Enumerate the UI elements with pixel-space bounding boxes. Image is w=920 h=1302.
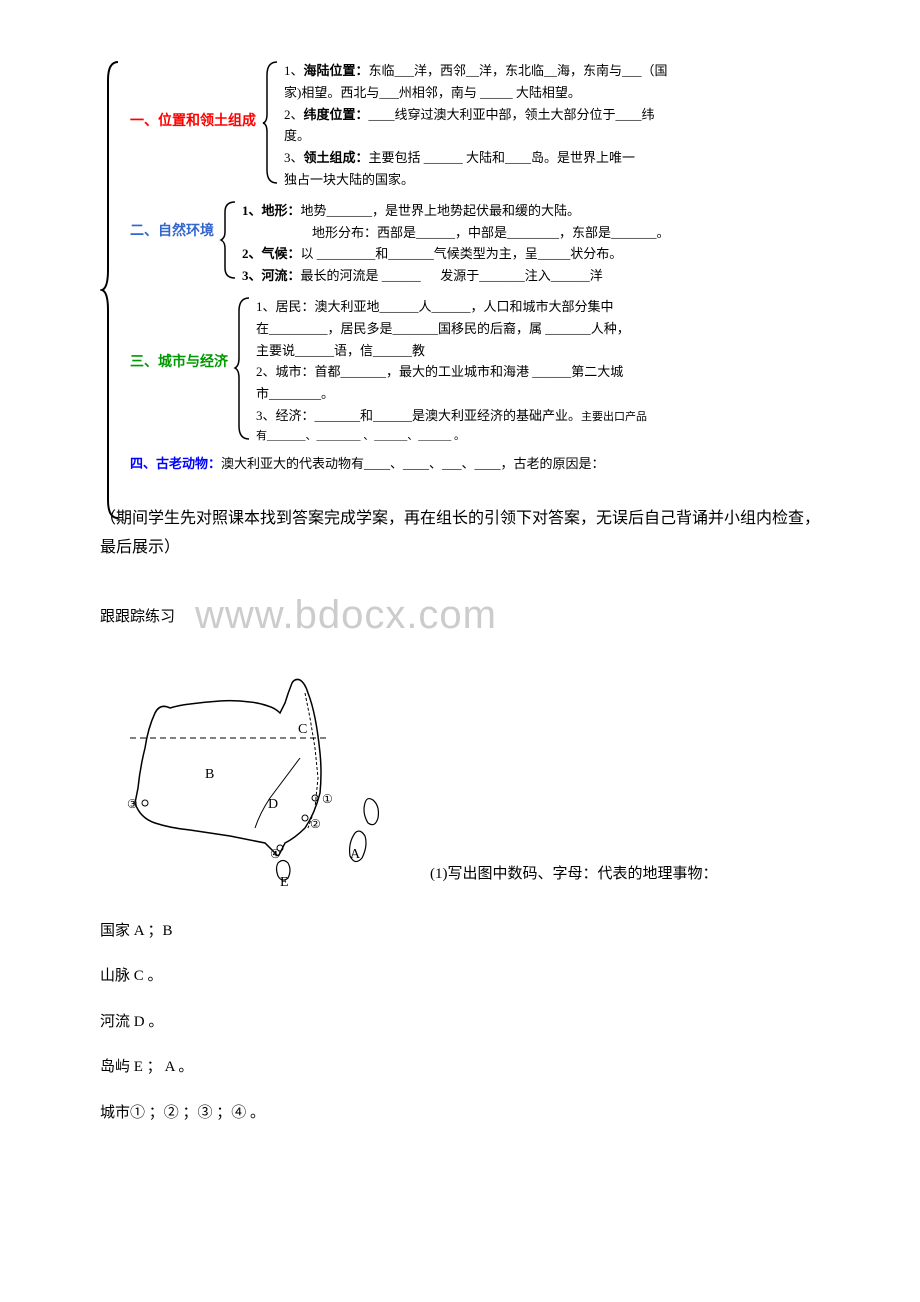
section-nature: 二、自然环境 1、地形：地势_______，是世界上地势起伏最和缓的大陆。 地形… <box>130 200 820 288</box>
s1-item-1a: 1、海陆位置：东临___洋，西邻__洋，东北临__海，东南与___（国 <box>284 61 820 82</box>
answer-lines: 国家 A ；B 山脉 C 。 河流 D 。 岛屿 E ； A 。 城市① ；② … <box>100 913 820 1133</box>
s3-item-1c: 主要说______语，信______教 <box>256 341 820 362</box>
section-animals: 四、古老动物：澳大利亚大的代表动物有____、____、___、____，古老的… <box>130 454 820 475</box>
map-label-D: D <box>268 797 278 812</box>
map-label-E: E <box>280 875 289 888</box>
s2-item-1b: 地形分布：西部是______，中部是________，东部是_______。 <box>242 223 820 244</box>
map-label-3: ③ <box>127 797 138 811</box>
section-1-title: 一、位置和领土组成 <box>130 60 256 130</box>
sub-bracket-1 <box>261 60 279 185</box>
map-label-2: ② <box>310 817 321 831</box>
map-label-B: B <box>205 767 214 782</box>
s1-item-1b: 家)相望。西北与___州相邻，南与 _____ 大陆相望。 <box>284 83 820 104</box>
sub-bracket-2 <box>219 200 237 280</box>
watermark-text: www.bdocx.com <box>195 593 497 638</box>
question-1-text: (1)写出图中数码、字母：代表的地理事物： <box>430 862 718 888</box>
answer-country: 国家 A ；B <box>100 913 820 951</box>
section-1-content: 1、海陆位置：东临___洋，西邻__洋，东北临__海，东南与___（国 家)相望… <box>284 60 820 192</box>
s3-item-1b: 在_________，居民多是_______国移民的后裔，属 _______人种… <box>256 319 820 340</box>
section-2-title: 二、自然环境 <box>130 200 214 240</box>
instruction-text: （期间学生先对照课本找到答案完成学案，再在组长的引领下对答案，无误后自己背诵并小… <box>100 505 820 563</box>
s3-item-2b: 市________。 <box>256 384 820 405</box>
knowledge-diagram: 一、位置和领土组成 1、海陆位置：东临___洋，西邻__洋，东北临__海，东南与… <box>100 60 820 475</box>
s1-item-3a: 3、领土组成：主要包括 ______ 大陆和____岛。是世界上唯一 <box>284 148 820 169</box>
s2-item-1a: 1、地形：地势_______，是世界上地势起伏最和缓的大陆。 <box>242 201 820 222</box>
main-bracket-svg <box>100 60 120 520</box>
practice-title: 跟跟踪练习 <box>100 605 175 626</box>
answer-island: 岛屿 E ； A 。 <box>100 1049 820 1087</box>
s3-item-3c: 有_______、________ 、______、______ 。 <box>256 428 820 446</box>
section-city-economy: 三、城市与经济 1、居民：澳大利亚地______人______，人口和城市大部分… <box>130 296 820 446</box>
sub-bracket-3 <box>233 296 251 441</box>
s1-item-3b: 独占一块大陆的国家。 <box>284 170 820 191</box>
s3-item-1a: 1、居民：澳大利亚地______人______，人口和城市大部分集中 <box>256 297 820 318</box>
practice-section: 跟跟踪练习 www.bdocx.com <box>100 593 820 1133</box>
s3-item-3a: 3、经济：_______和______是澳大利亚经济的基础产业。主要出口产品 <box>256 406 820 427</box>
s2-item-3: 3、河流：最长的河流是 ______ 发源于_______注入______洋 <box>242 266 820 287</box>
map-question-row: B C D E A ① ② ③ ④ (1)写出图中数码、字母：代表的地理事物： <box>100 658 820 888</box>
australia-map: B C D E A ① ② ③ ④ <box>120 658 420 888</box>
answer-river: 河流 D 。 <box>100 1004 820 1042</box>
section-2-content: 1、地形：地势_______，是世界上地势起伏最和缓的大陆。 地形分布：西部是_… <box>242 200 820 288</box>
s1-item-2a: 2、纬度位置：____线穿过澳大利亚中部，领土大部分位于____纬 <box>284 105 820 126</box>
s3-item-2a: 2、城市：首都_______，最大的工业城市和海港 ______第二大城 <box>256 362 820 383</box>
s1-item-2b: 度。 <box>284 126 820 147</box>
map-label-C: C <box>298 722 307 737</box>
map-label-A: A <box>350 847 361 862</box>
s2-item-2: 2、气候：以 _________和_______气候类型为主，呈_____状分布… <box>242 244 820 265</box>
answer-city: 城市① ；② ；③ ；④ 。 <box>100 1095 820 1133</box>
answer-mountain: 山脉 C 。 <box>100 958 820 996</box>
section-location: 一、位置和领土组成 1、海陆位置：东临___洋，西邻__洋，东北临__海，东南与… <box>130 60 820 192</box>
section-3-content: 1、居民：澳大利亚地______人______，人口和城市大部分集中 在____… <box>256 296 820 446</box>
practice-header: 跟跟踪练习 www.bdocx.com <box>100 593 820 638</box>
section-4-line: 四、古老动物：澳大利亚大的代表动物有____、____、___、____，古老的… <box>130 454 605 475</box>
map-label-1: ① <box>322 792 333 806</box>
section-3-title: 三、城市与经济 <box>130 296 228 371</box>
map-label-4: ④ <box>270 847 281 861</box>
